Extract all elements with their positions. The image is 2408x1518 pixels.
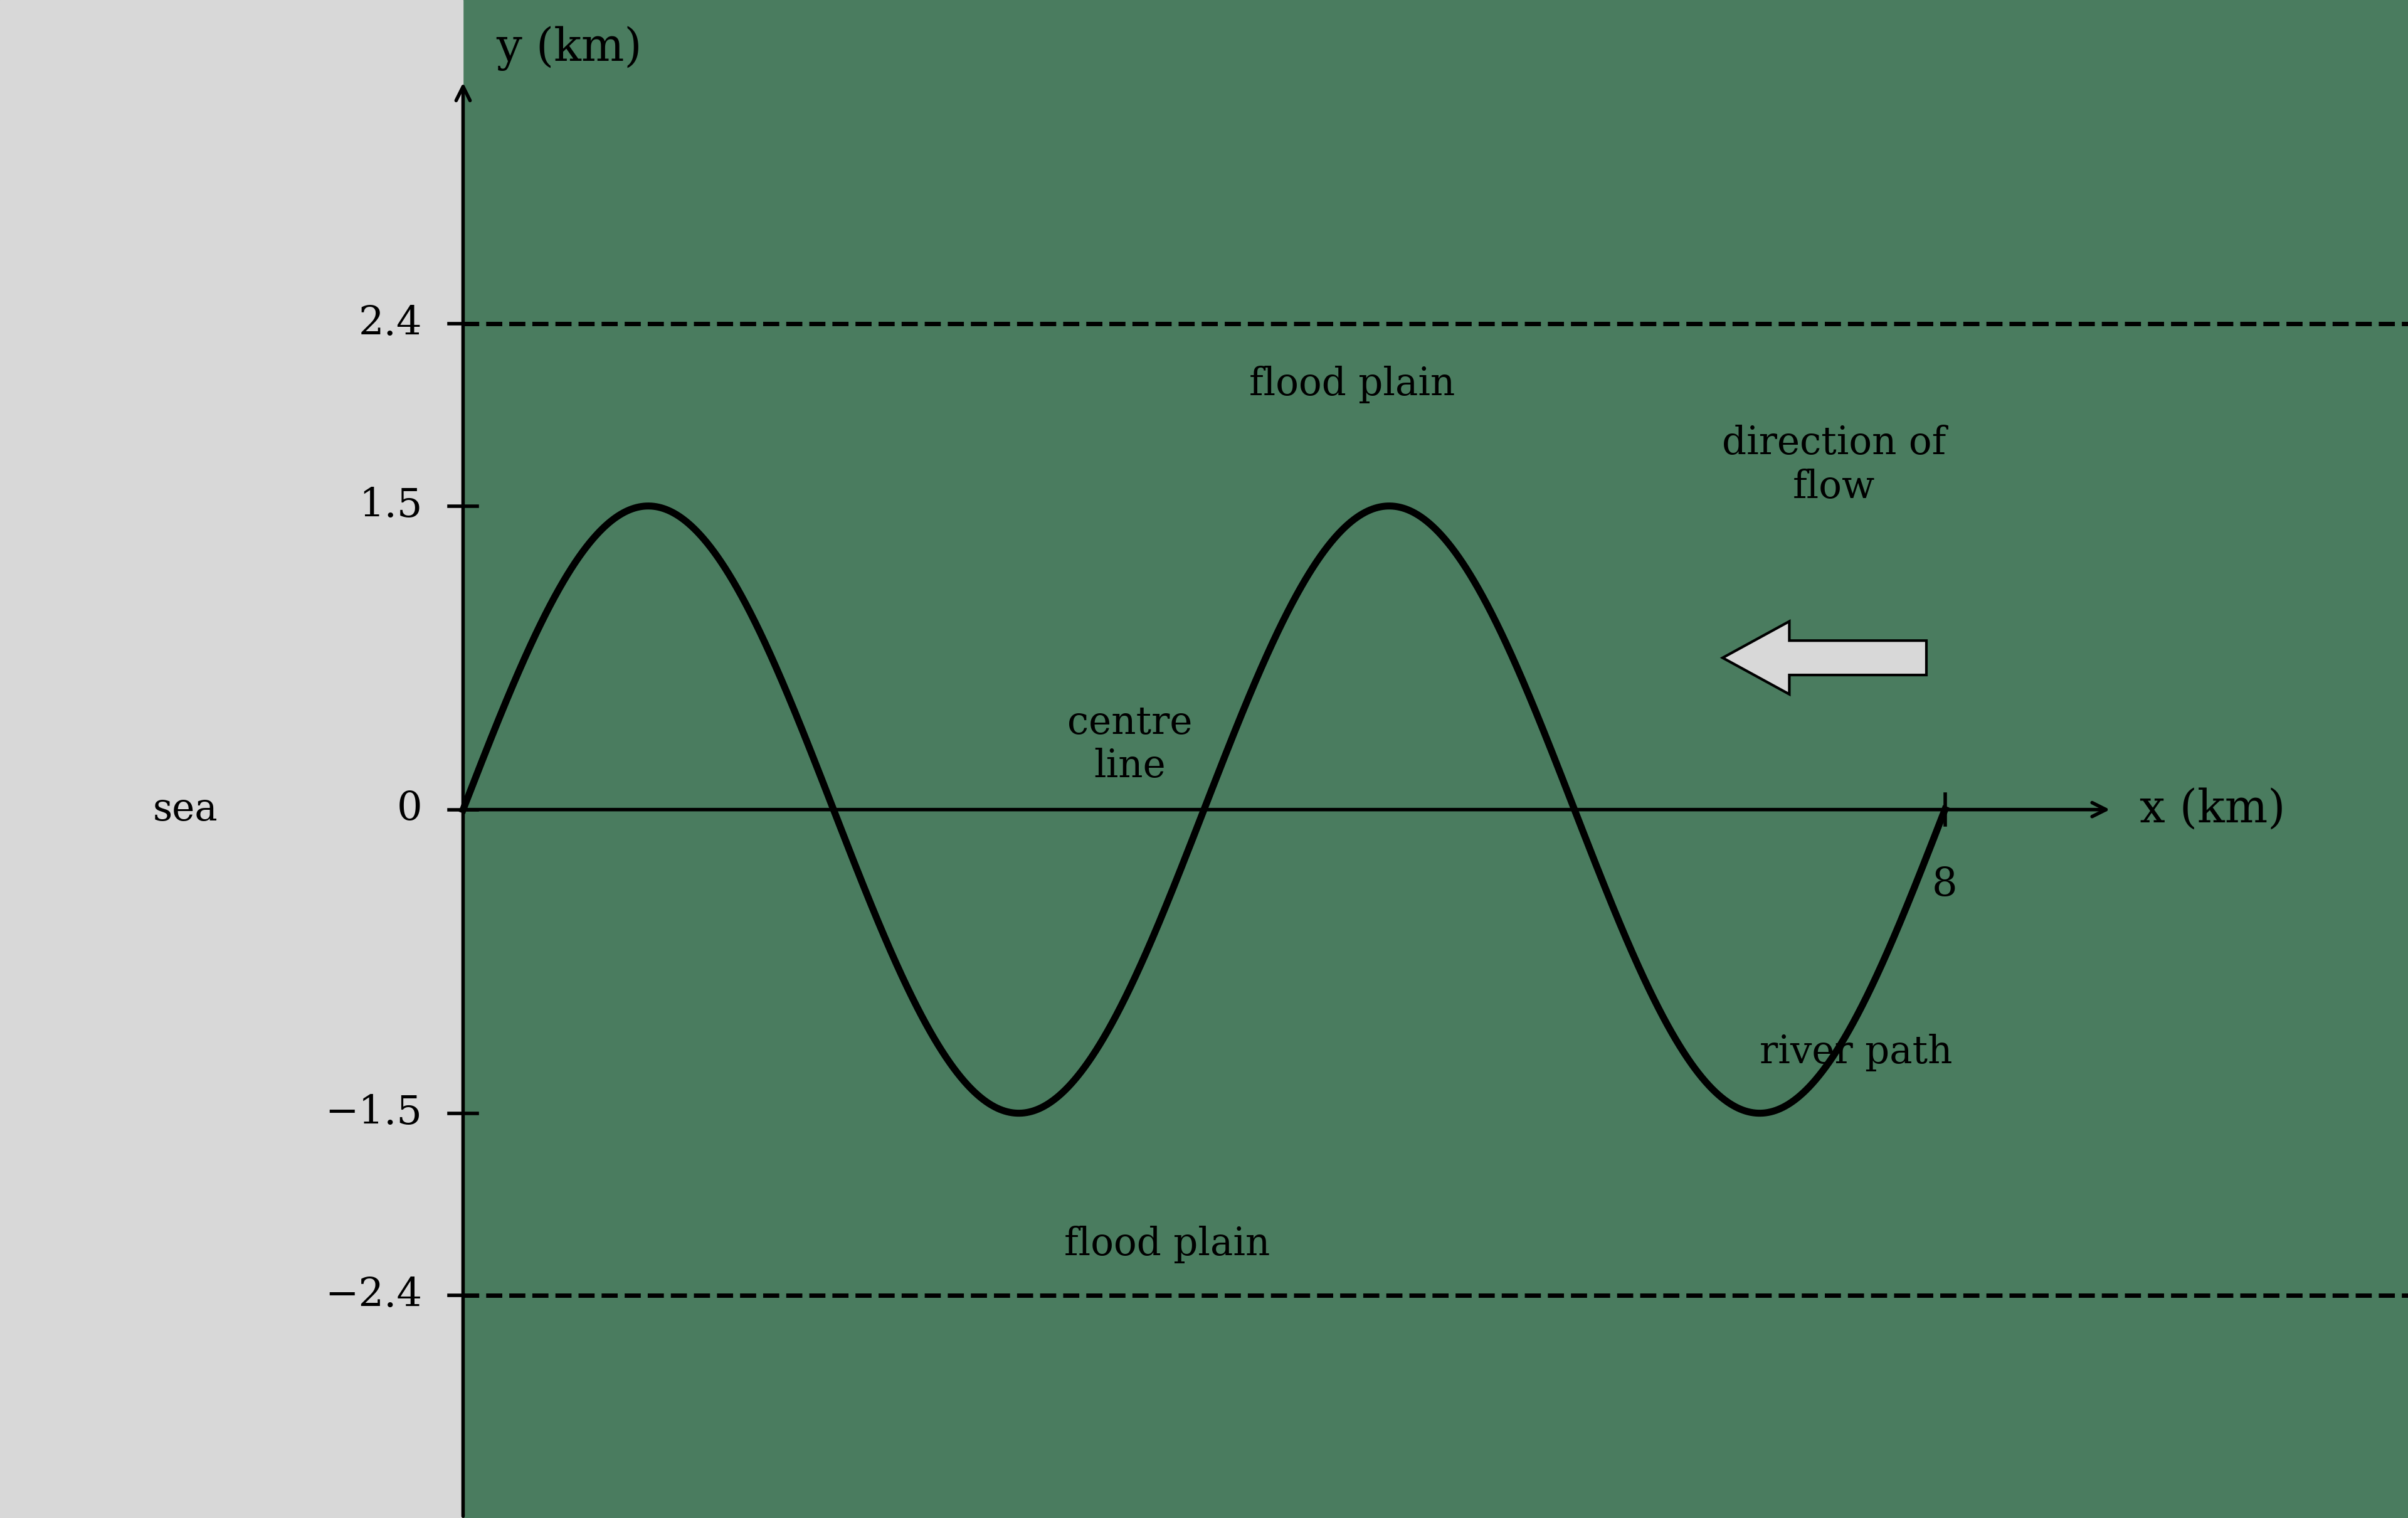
Text: direction of
flow: direction of flow (1722, 425, 1946, 505)
Bar (0, 0, 462, 1518)
Text: flood plain: flood plain (1064, 1227, 1269, 1263)
Text: x (km): x (km) (2138, 788, 2285, 832)
Text: flood plain: flood plain (1250, 366, 1454, 404)
Text: 0: 0 (397, 791, 421, 829)
Text: 1.5: 1.5 (359, 487, 421, 525)
Text: centre
line: centre line (1067, 704, 1192, 785)
Text: −1.5: −1.5 (325, 1094, 421, 1132)
Text: sea: sea (152, 791, 217, 829)
Text: y (km): y (km) (496, 26, 643, 71)
Text: 2.4: 2.4 (359, 305, 421, 343)
FancyArrow shape (1722, 621, 1926, 694)
Text: −2.4: −2.4 (325, 1277, 421, 1315)
Text: 8: 8 (1931, 867, 1958, 905)
Text: river path: river path (1760, 1034, 1953, 1072)
